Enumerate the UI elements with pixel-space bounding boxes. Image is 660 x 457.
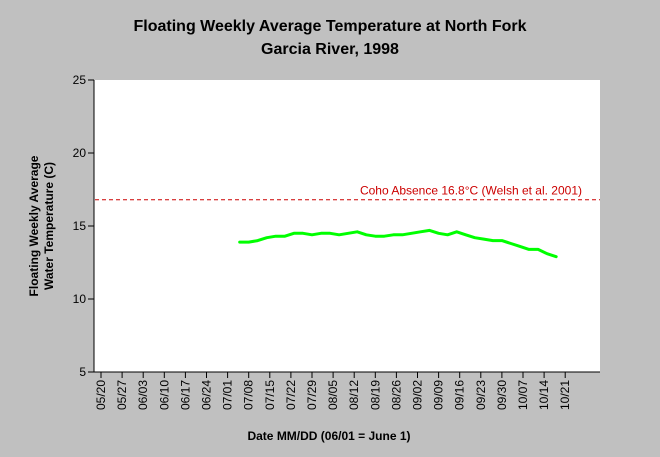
x-tick-label: 10/07 xyxy=(516,380,530,410)
x-tick-label: 07/08 xyxy=(242,380,256,410)
x-tick-label: 07/22 xyxy=(284,380,298,410)
x-tick-label: 08/19 xyxy=(368,380,382,410)
x-tick-label: 09/09 xyxy=(432,380,446,410)
y-axis-title: Floating Weekly Average Water Temperatur… xyxy=(27,155,56,296)
x-tick-label: 07/29 xyxy=(305,380,319,410)
x-tick-label: 07/15 xyxy=(263,380,277,410)
reference-line-label: Coho Absence 16.8°C (Welsh et al. 2001) xyxy=(360,184,582,198)
y-tick-label: 20 xyxy=(73,146,87,160)
chart-title-line-2: Garcia River, 1998 xyxy=(261,41,399,58)
y-tick-label: 10 xyxy=(73,292,87,306)
x-tick-label: 07/01 xyxy=(221,380,235,410)
x-axis: 05/20 05/27 06/03 06/10 06/17 06/24 07/01 07/08… xyxy=(94,371,600,410)
y-tick-label: 15 xyxy=(73,219,87,233)
x-axis-title: Date MM/DD (06/01 = June 1) xyxy=(247,429,410,443)
y-tick-label: 5 xyxy=(79,365,86,379)
x-tick-label: 09/30 xyxy=(495,380,509,410)
x-tick-label: 08/05 xyxy=(326,380,340,410)
y-tick-label: 25 xyxy=(73,73,87,87)
x-tick-label: 09/02 xyxy=(411,380,425,410)
x-tick-label: 05/27 xyxy=(115,380,129,410)
x-tick-label: 10/14 xyxy=(537,380,551,410)
x-tick-label: 05/20 xyxy=(94,380,108,410)
y-axis-title-line-2: Water Temperature (C) xyxy=(42,162,56,290)
x-tick-label: 08/26 xyxy=(389,380,403,410)
y-axis-title-line-1: Floating Weekly Average xyxy=(27,155,41,296)
series-line-1 xyxy=(238,228,558,259)
x-tick-label: 10/21 xyxy=(558,380,572,410)
x-tick-label: 09/16 xyxy=(453,380,467,410)
x-tick-label: 09/23 xyxy=(474,380,488,410)
x-tick-label: 06/03 xyxy=(136,380,150,410)
x-tick-label: 08/12 xyxy=(347,380,361,410)
plot-area xyxy=(94,80,600,372)
chart-title-line-1: Floating Weekly Average Temperature at N… xyxy=(134,18,527,35)
y-axis: 5 10 15 20 25 xyxy=(73,73,95,379)
x-tick-label: 06/24 xyxy=(200,380,214,410)
x-tick-label: 06/17 xyxy=(178,380,192,410)
series-layer xyxy=(238,228,558,259)
x-tick-label: 06/10 xyxy=(157,380,171,410)
